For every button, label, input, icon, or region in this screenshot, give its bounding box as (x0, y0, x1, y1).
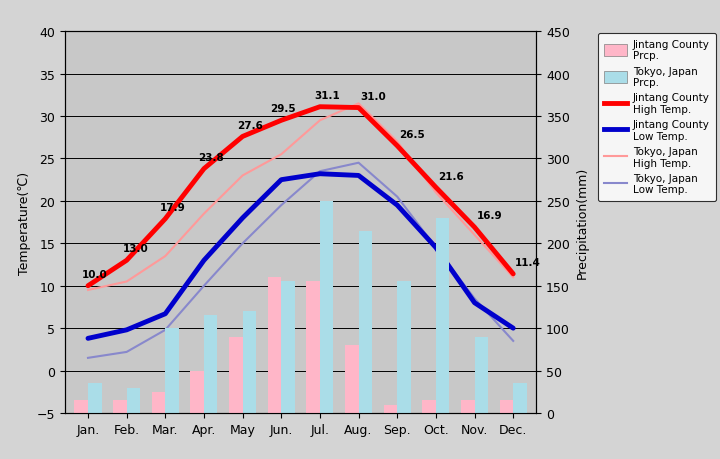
Bar (190, 371, 204, 413)
Text: 10.0: 10.0 (82, 269, 108, 280)
Bar (474, 337, 488, 413)
Bar (461, 400, 474, 413)
Bar (282, 282, 294, 413)
Bar (436, 218, 449, 413)
Text: 17.9: 17.9 (160, 202, 185, 213)
Text: 31.0: 31.0 (361, 92, 386, 101)
Bar (307, 282, 320, 413)
Bar (88, 383, 102, 413)
Bar (113, 400, 127, 413)
Bar (243, 312, 256, 413)
Text: 26.5: 26.5 (399, 130, 425, 140)
Text: 13.0: 13.0 (123, 244, 148, 254)
Bar (359, 231, 372, 413)
Bar (384, 405, 397, 413)
Text: 27.6: 27.6 (237, 120, 263, 130)
Bar (204, 316, 217, 413)
Bar (423, 400, 436, 413)
Y-axis label: Precipitation(mm): Precipitation(mm) (575, 167, 588, 279)
Text: 21.6: 21.6 (438, 171, 464, 181)
Bar (166, 329, 179, 413)
Text: 23.8: 23.8 (198, 152, 224, 162)
Y-axis label: Temperature(℃): Temperature(℃) (18, 171, 31, 274)
Text: 11.4: 11.4 (515, 257, 541, 268)
Bar (397, 282, 411, 413)
Bar (127, 388, 140, 413)
Text: 29.5: 29.5 (270, 104, 295, 114)
Bar (152, 392, 166, 413)
Bar (345, 345, 359, 413)
Bar (500, 400, 513, 413)
Bar (74, 400, 88, 413)
Bar (268, 278, 282, 413)
Text: 16.9: 16.9 (477, 211, 502, 221)
Bar (320, 202, 333, 413)
Legend: Jintang County
Prcp., Tokyo, Japan
Prcp., Jintang County
High Temp., Jintang Cou: Jintang County Prcp., Tokyo, Japan Prcp.… (598, 34, 716, 202)
Bar (229, 337, 243, 413)
Text: 31.1: 31.1 (314, 91, 340, 101)
Bar (513, 383, 527, 413)
